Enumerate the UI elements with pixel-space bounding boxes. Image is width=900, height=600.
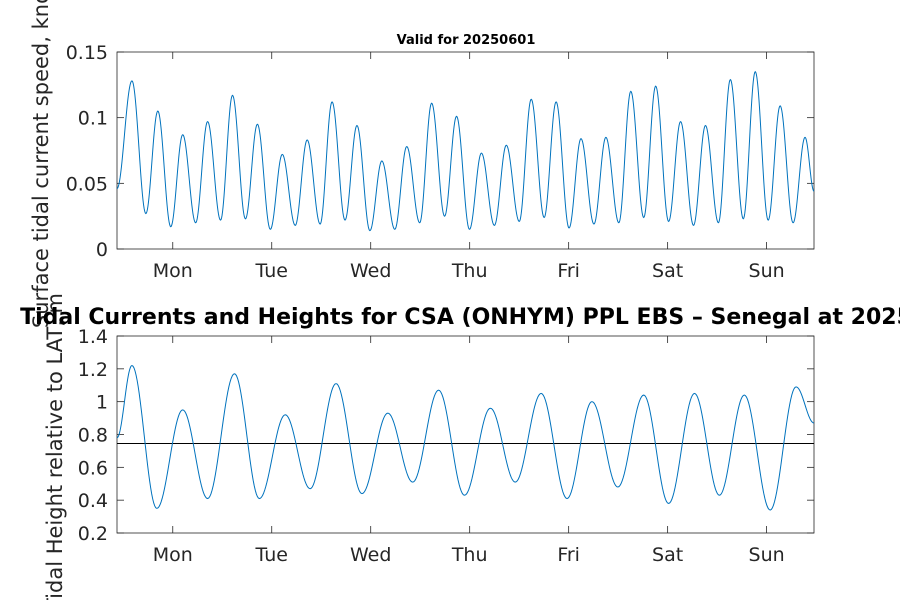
current-speed-plot-area [116,51,815,250]
tidal-height-x-tick-label: Tue [255,544,288,566]
current-speed-x-tick-label: Tue [255,260,288,282]
tidal-height-x-tick-label: Sat [652,544,683,566]
tidal-height-y-tick-label: 0.4 [78,490,108,512]
current-speed-axes: 0 0.05 0.1 0.15 Mon Tue Wed Thu Fri Sat Sun [66,42,815,282]
tidal-height-x-tick-label: Thu [451,544,488,566]
tidal-height-plot-area [116,335,815,534]
current-speed-y-tick-label: 0.1 [78,108,108,130]
current-speed-ticks: 0 0.05 0.1 0.15 Mon Tue Wed Thu Fri Sat Sun [66,42,814,282]
tidal-height-y-tick-label: 1 [96,392,108,414]
current-speed-y-tick-label: 0 [96,239,108,261]
tidal-height-series-line [116,364,815,511]
tidal-height-y-tick-label: 0.6 [78,457,108,479]
tidal-height-x-tick-label: Fri [557,544,580,566]
tidal-height-ticks: 0.2 0.4 0.6 0.8 1 1.2 1.4 Mon Tue Wed Thu Fri Sat Sun [78,326,814,566]
tidal-height-y-tick-label: 1.2 [78,359,108,381]
current-speed-x-tick-label: Mon [153,260,193,282]
tidal-height-y-tick-label: 0.8 [78,425,108,447]
current-speed-x-tick-label: Thu [451,260,488,282]
tidal-height-y-label: Tidal Height relative to LAT, m [43,293,67,600]
tidal-height-x-tick-label: Wed [350,544,391,566]
tidal-height-y-tick-label: 0.2 [78,523,108,545]
tidal-height-axes: 0.2 0.4 0.6 0.8 1 1.2 1.4 Mon Tue Wed Thu Fri Sat Sun [78,326,815,566]
current-speed-x-tick-label: Fri [557,260,580,282]
tidal-height-x-tick-label: Mon [153,544,193,566]
current-speed-x-tick-label: Sun [749,260,785,282]
main-chart-title: Tidal Currents and Heights for CSA (ONHY… [20,305,900,330]
top-chart-title: Valid for 20250601 [397,33,536,48]
tidal-height-x-tick-label: Sun [749,544,785,566]
current-speed-series-line [116,70,815,232]
current-speed-x-tick-label: Wed [350,260,391,282]
tidal-height-y-tick-label: 1.4 [78,326,108,348]
current-speed-x-tick-label: Sat [652,260,683,282]
current-speed-y-label: Surface tidal current speed, knots [29,0,53,328]
current-speed-y-tick-label: 0.05 [66,173,108,195]
current-speed-y-tick-label: 0.15 [66,42,108,64]
